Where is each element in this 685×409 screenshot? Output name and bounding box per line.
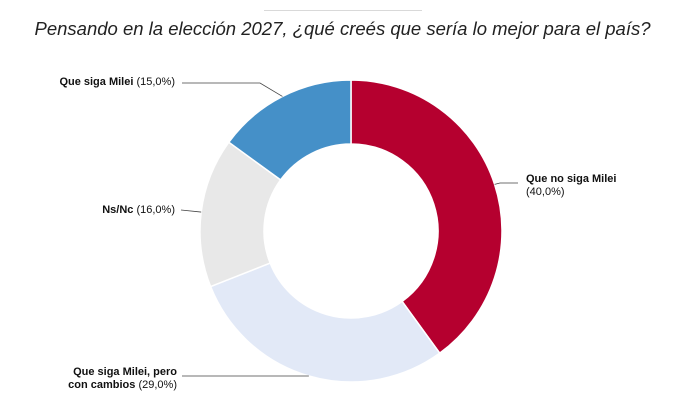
label-que-no-siga-milei: Que no siga Milei (40,0%): [526, 173, 616, 199]
leader-line-0: [494, 182, 518, 185]
donut-slice-que-siga-milei: [227, 79, 352, 181]
label-name: Que siga Milei: [59, 76, 134, 88]
label-name: Que no siga Milei: [526, 173, 617, 185]
label-percent: (16,0%): [136, 204, 175, 216]
label-percent: (15,0%): [136, 76, 175, 88]
label-que-siga-milei-pero-con-cambios: Que siga Milei, pero con cambios (29,0%): [68, 366, 177, 392]
chart-title: Pensando en la elección 2027, ¿qué creés…: [34, 18, 651, 39]
donut-slice-que-no-siga-milei: [350, 79, 503, 355]
label-name-line1: Que siga Milei, pero: [73, 366, 177, 378]
label-ns-nc: Ns/Nc (16,0%): [102, 204, 175, 217]
leader-line-3: [182, 82, 283, 97]
top-divider: [264, 10, 422, 11]
label-que-siga-milei: Que siga Milei (15,0%): [59, 76, 175, 89]
label-percent: (29,0%): [138, 379, 177, 391]
label-percent: (40,0%): [526, 186, 565, 198]
leader-line-2: [180, 209, 202, 213]
label-name-line2: con cambios: [68, 379, 136, 391]
label-name: Ns/Nc: [102, 204, 134, 216]
donut-slice-que-siga-milei-pero-con-cambios: [209, 262, 441, 383]
